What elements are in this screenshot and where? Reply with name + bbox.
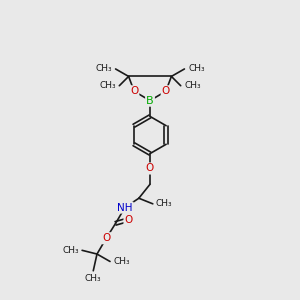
- Text: NH: NH: [117, 202, 133, 212]
- Text: O: O: [124, 214, 133, 225]
- Text: CH₃: CH₃: [62, 246, 79, 255]
- Text: O: O: [162, 86, 170, 96]
- Text: O: O: [146, 164, 154, 173]
- Text: B: B: [146, 96, 154, 106]
- Text: CH₃: CH₃: [156, 199, 172, 208]
- Text: CH₃: CH₃: [95, 64, 112, 74]
- Text: CH₃: CH₃: [184, 81, 201, 90]
- Text: CH₃: CH₃: [99, 81, 116, 90]
- Text: CH₃: CH₃: [113, 257, 130, 266]
- Text: CH₃: CH₃: [188, 64, 205, 74]
- Text: CH₃: CH₃: [85, 274, 102, 283]
- Text: O: O: [102, 233, 110, 243]
- Text: O: O: [130, 86, 138, 96]
